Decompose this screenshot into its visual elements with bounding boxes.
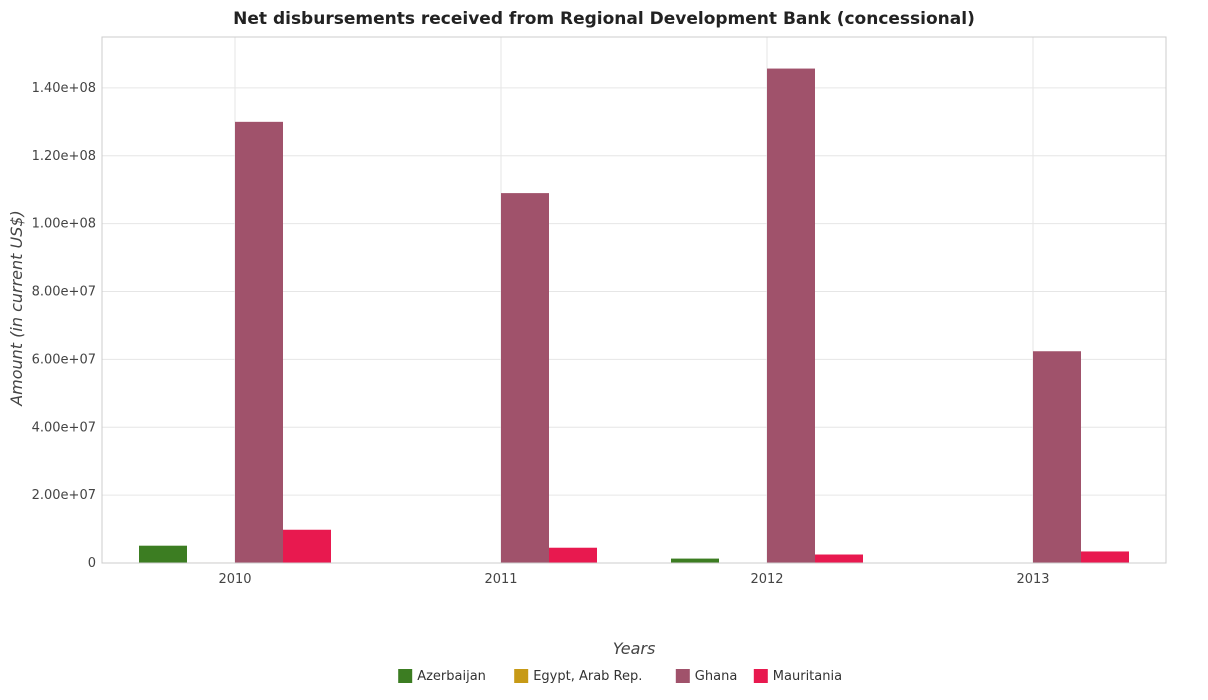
y-tick-label: 1.00e+08 xyxy=(32,217,96,232)
x-tick-label: 2013 xyxy=(1016,572,1049,587)
legend-swatch xyxy=(675,669,690,683)
y-tick-label: 2.00e+07 xyxy=(32,488,96,503)
legend-entry: Ghana xyxy=(695,669,738,684)
y-tick-label: 1.20e+08 xyxy=(32,149,96,164)
bars xyxy=(139,68,1129,564)
y-axis-label: Amount (in current US$) xyxy=(7,210,26,407)
bar-mauritania-2011 xyxy=(549,547,597,563)
bar-mauritania-2013 xyxy=(1081,551,1129,563)
legend-entry: Mauritania xyxy=(773,669,842,684)
y-tick-label: 1.40e+08 xyxy=(32,81,96,96)
bar-mauritania-2010 xyxy=(283,529,331,563)
y-tick-label: 4.00e+07 xyxy=(32,420,96,435)
legend-entry: Egypt, Arab Rep. xyxy=(533,669,642,684)
x-tick-label: 2012 xyxy=(750,572,783,587)
plot-frame xyxy=(101,36,1167,564)
x-tick-label: 2010 xyxy=(218,572,251,587)
axes: 0 2.00e+07 4.00e+07 6.00e+07 8.00e+07 1.00e+0… xyxy=(32,36,1167,587)
legend-swatch xyxy=(753,669,768,683)
legend-swatch xyxy=(398,669,413,683)
legend-swatch xyxy=(514,669,529,683)
bar-ghana-2013 xyxy=(1033,351,1081,563)
x-tick-label: 2011 xyxy=(484,572,517,587)
x-axis-label: Years xyxy=(613,639,656,658)
y-tick-label: 6.00e+07 xyxy=(32,352,96,367)
chart-title: Net disbursements received from Regional… xyxy=(233,9,975,29)
y-tick-label: 0 xyxy=(88,556,96,571)
bar-mauritania-2012 xyxy=(815,554,863,563)
legend-entry: Azerbaijan xyxy=(417,669,486,684)
legend: Azerbaijan Egypt, Arab Rep. Ghana Mauritani… xyxy=(398,669,842,684)
y-tick-label: 8.00e+07 xyxy=(32,285,96,300)
bar-azerbaijan-2012 xyxy=(671,558,719,563)
bar-ghana-2010 xyxy=(235,121,283,563)
bar-ghana-2012 xyxy=(767,68,815,563)
bar-ghana-2011 xyxy=(501,193,549,564)
bar-azerbaijan-2010 xyxy=(139,545,187,563)
